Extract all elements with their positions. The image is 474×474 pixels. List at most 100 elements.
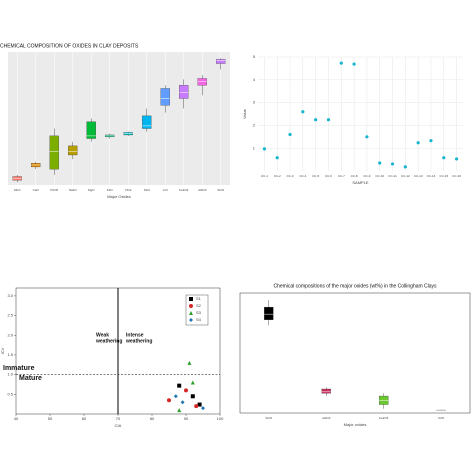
box-body: [86, 121, 96, 139]
legend-entry: S1: [189, 296, 202, 301]
x-tick-label: TiO2: [125, 188, 132, 192]
x-tick-label: Fe2O3: [179, 188, 189, 192]
x-tick-label: 90: [184, 416, 189, 421]
x-tick-label: CC-10: [375, 174, 384, 178]
annotation: weathering: [95, 338, 122, 344]
point: [189, 297, 193, 301]
point: [262, 147, 267, 151]
x-axis-label: CIA: [115, 423, 122, 428]
x-tick-label: 40: [14, 416, 19, 421]
box-body: [179, 85, 189, 99]
box-body: [321, 388, 331, 394]
point: [288, 132, 292, 137]
annotation: Intense: [126, 332, 144, 338]
x-tick-label: MnO: [14, 188, 21, 192]
plot-panel: [239, 292, 471, 414]
x-tick-label: 60: [82, 416, 87, 421]
y-tick-label: 0.5: [7, 391, 13, 396]
x-tick-label: SO3: [144, 188, 150, 192]
box-body: [264, 306, 274, 320]
x-tick-label: CC-3: [287, 174, 294, 178]
box-body: [197, 78, 207, 86]
point: [416, 141, 420, 145]
x-tick-label: P2O5: [50, 188, 58, 192]
chart-title: Chemical compositions of the major oxide…: [273, 283, 437, 289]
x-axis-label: SAMPLE: [352, 180, 369, 185]
box-body: [160, 88, 170, 106]
point: [184, 388, 188, 393]
y-tick-label: 5: [253, 54, 256, 59]
chart-title: CHEMICAL COMPOSITION OF OXIDES IN CLAY D…: [0, 43, 139, 49]
annotation: Immature: [3, 365, 35, 372]
point: [314, 118, 318, 122]
legend-entry: S4: [189, 317, 202, 322]
x-tick-label: CC-6: [325, 174, 332, 178]
point: [190, 380, 195, 385]
box-body: [216, 59, 226, 64]
legend-entry: S2: [189, 303, 202, 308]
y-tick-label: 4: [253, 77, 256, 82]
point: [365, 135, 369, 139]
x-tick-label: MgO: [88, 188, 95, 192]
x-tick-label: CC-16: [452, 174, 461, 178]
point: [378, 161, 382, 165]
x-tick-label: CC-7: [338, 174, 345, 178]
x-tick-label: CaO: [33, 188, 40, 192]
point: [326, 118, 331, 122]
legend-label: S1: [196, 296, 202, 301]
x-tick-label: 70: [116, 416, 121, 421]
point: [301, 110, 305, 114]
annotation: Mature: [19, 375, 42, 382]
point: [390, 162, 395, 166]
annotation: Weak: [96, 332, 109, 338]
x-tick-label: CC-13: [414, 174, 423, 178]
x-tick-label: SiO2: [265, 416, 272, 420]
point: [194, 404, 199, 409]
point: [275, 156, 279, 160]
point: [189, 311, 193, 315]
point: [454, 157, 459, 161]
y-axis-label: Value: [242, 108, 247, 119]
x-tick-label: Fe2O3: [379, 416, 389, 420]
point: [180, 400, 185, 405]
point: [429, 139, 433, 143]
point: [189, 304, 193, 308]
y-tick-label: 2: [253, 122, 256, 127]
x-axis-label: Major Oxides: [107, 194, 131, 199]
y-tick-label: 3: [253, 100, 256, 105]
point: [190, 394, 195, 399]
point: [167, 398, 171, 403]
point: [197, 402, 202, 407]
point: [403, 165, 407, 169]
x-tick-label: 100: [217, 416, 224, 421]
x-tick-label: CC-1: [261, 174, 268, 178]
legend-label: S2: [196, 303, 202, 308]
legend-label: S3: [196, 310, 202, 315]
x-tick-label: CC-15: [439, 174, 448, 178]
x-tick-label: CC-12: [401, 174, 410, 178]
box-body: [49, 135, 59, 170]
y-tick-label: 2.5: [7, 313, 13, 318]
plot-panel: [258, 57, 463, 171]
x-tick-label: CC-5: [312, 174, 319, 178]
y-tick-label: 1.0: [7, 372, 13, 377]
point: [339, 61, 343, 65]
x-tick-label: 50: [48, 416, 53, 421]
x-tick-label: CC-11: [388, 174, 397, 178]
x-tick-label: Al2O3: [198, 188, 207, 192]
plot-panel: [8, 52, 230, 185]
legend-box: [185, 294, 209, 326]
x-tick-label: K2O: [107, 188, 114, 192]
x-tick-label: Al2O3: [322, 416, 331, 420]
y-tick-label: 3.0: [7, 293, 13, 298]
y-tick-label: 1: [253, 145, 256, 150]
x-axis-label: Major oxides: [344, 422, 367, 427]
point: [201, 406, 205, 411]
x-tick-label: K2O: [438, 416, 445, 420]
y-tick-label: 1.5: [7, 352, 13, 357]
box-body: [142, 115, 152, 129]
x-tick-label: CC-4: [299, 174, 306, 178]
x-tick-label: SiO2: [217, 188, 224, 192]
x-tick-label: Na2O: [69, 188, 78, 192]
